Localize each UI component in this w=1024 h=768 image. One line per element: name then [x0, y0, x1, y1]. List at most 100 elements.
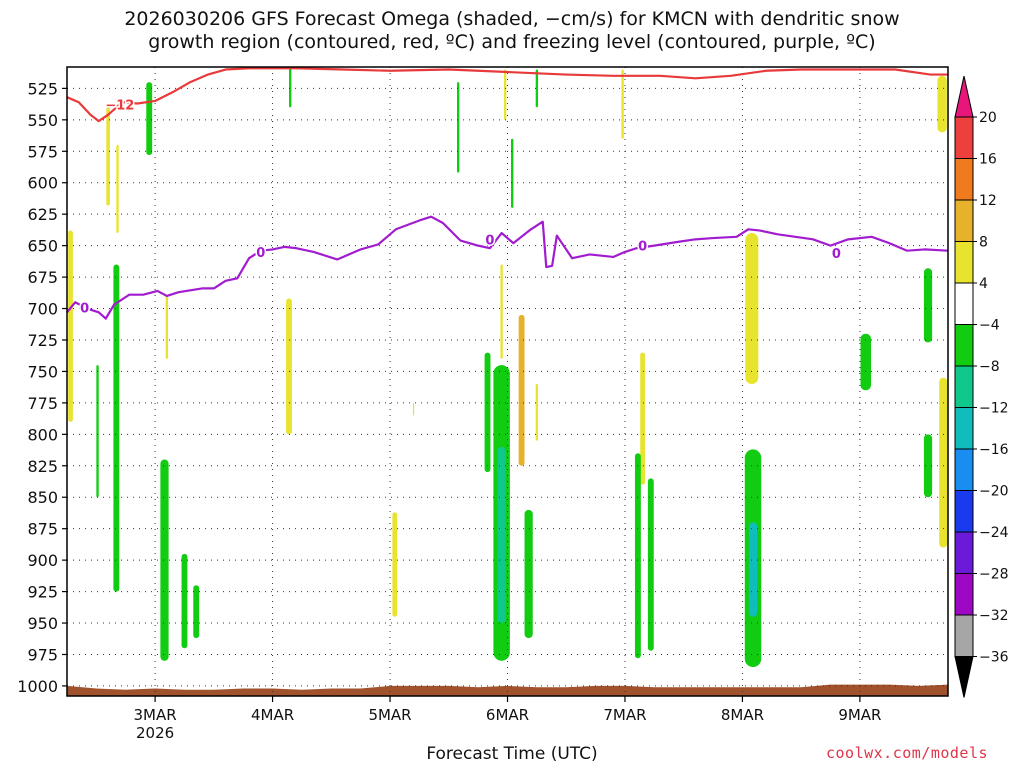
- omega-cell: [116, 144, 119, 234]
- omega-cell: [860, 333, 872, 391]
- dendritic-growth-line: [66, 67, 948, 123]
- omega-cell: [939, 377, 948, 548]
- terrain-band: [67, 684, 948, 696]
- colorbar-segment: [954, 116, 974, 159]
- omega-cell: [535, 69, 539, 108]
- x-tick-label: 4MAR: [251, 706, 294, 724]
- omega-cell: [456, 82, 460, 173]
- omega-cell: [748, 522, 758, 617]
- y-tick-label: 700: [27, 300, 58, 319]
- freezing-level-label: 0: [638, 240, 647, 255]
- colorbar-segment: [954, 448, 974, 491]
- omega-cell: [647, 478, 654, 651]
- colorbar-label: −28: [979, 567, 1009, 583]
- colorbar-label: −4: [979, 318, 1000, 334]
- colorbar-label: 20: [979, 110, 997, 126]
- colorbar-label: −16: [979, 442, 1009, 458]
- colorbar-segment: [954, 365, 974, 408]
- colorbar-label: −8: [979, 359, 1000, 375]
- x-tick-label: 6MAR: [486, 706, 529, 724]
- y-tick-label: 775: [27, 394, 58, 413]
- freezing-level-label: 0: [80, 301, 89, 316]
- omega-cell: [923, 268, 933, 343]
- y-tick-label: 975: [27, 645, 58, 664]
- colorbar-label: −24: [979, 525, 1009, 541]
- chart-subtitle: growth region (contoured, red, ºC) and f…: [148, 31, 876, 53]
- colorbar-segment: [954, 573, 974, 616]
- omega-cell: [535, 384, 539, 441]
- y-tick-label: 625: [27, 205, 58, 224]
- omega-cell: [286, 298, 292, 435]
- x-tick-label: 7MAR: [603, 706, 646, 724]
- colorbar-segment: [954, 324, 974, 367]
- omega-cell: [937, 75, 947, 133]
- y-tick-label: 800: [27, 425, 58, 444]
- y-tick-label: 575: [27, 142, 58, 161]
- y-tick-label: 850: [27, 488, 58, 507]
- omega-cell: [484, 352, 491, 473]
- omega-cell: [412, 402, 415, 416]
- colorbar-segment: [954, 241, 974, 284]
- omega-cell: [621, 69, 624, 139]
- omega-cell: [113, 264, 120, 592]
- colorbar-segment: [954, 158, 974, 201]
- colorbar-top-arrow: [954, 75, 974, 118]
- colorbar-label: −36: [979, 650, 1009, 666]
- colorbar-label: 4: [979, 276, 988, 292]
- y-tick-label: 950: [27, 614, 58, 633]
- colorbar-segment: [954, 199, 974, 242]
- y-tick-label: 675: [27, 268, 58, 287]
- colorbar-segment: [954, 282, 974, 325]
- omega-cell: [392, 512, 398, 617]
- x-tick-label: 3MAR: [134, 706, 177, 724]
- y-tick-label: 925: [27, 583, 58, 602]
- y-tick-label: 750: [27, 362, 58, 381]
- x-tick-label: 5MAR: [368, 706, 411, 724]
- x-axis-label: Forecast Time (UTC): [426, 744, 598, 764]
- credit-link[interactable]: coolwx.com/models: [826, 744, 989, 762]
- x-tick-sublabel: 2026: [136, 724, 174, 742]
- colorbar-segment: [954, 490, 974, 533]
- colorbar-label: 8: [979, 235, 988, 251]
- y-tick-label: 525: [27, 79, 58, 98]
- y-tick-label: 650: [27, 237, 58, 256]
- colorbar-label: −12: [979, 401, 1009, 417]
- omega-cell: [500, 264, 503, 359]
- omega-cell: [193, 585, 200, 639]
- y-tick-label: 825: [27, 457, 58, 476]
- colorbar-segment: [954, 614, 974, 657]
- omega-cell: [497, 446, 506, 624]
- omega-cell: [524, 509, 533, 639]
- omega-cell: [511, 138, 514, 208]
- colorbar-label: 16: [979, 152, 997, 168]
- chart-title: 2026030206 GFS Forecast Omega (shaded, −…: [124, 8, 900, 30]
- omega-cell: [96, 365, 99, 498]
- omega-cell: [289, 67, 292, 108]
- omega-cell: [160, 459, 169, 661]
- x-tick-label: 9MAR: [838, 706, 881, 724]
- omega-cell: [165, 295, 169, 359]
- omega-cell: [518, 314, 525, 466]
- y-tick-label: 725: [27, 331, 58, 350]
- freezing-level-line: [66, 215, 949, 320]
- colorbar-label: 12: [979, 193, 997, 209]
- freezing-level-label: 0: [832, 247, 841, 262]
- y-tick-label: 875: [27, 520, 58, 539]
- colorbar-segment: [954, 531, 974, 574]
- y-tick-label: 1000: [17, 677, 58, 696]
- omega-cell: [146, 82, 153, 156]
- freezing-level-label: 0: [256, 246, 265, 261]
- y-tick-label: 600: [27, 174, 58, 193]
- omega-cell: [106, 107, 110, 206]
- colorbar-label: −20: [979, 484, 1009, 500]
- omega-cell: [503, 69, 507, 120]
- dendritic-growth-label: −12: [105, 99, 134, 114]
- x-tick-label: 8MAR: [721, 706, 764, 724]
- omega-cell: [923, 434, 933, 498]
- y-tick-label: 550: [27, 111, 58, 130]
- omega-cell: [181, 553, 188, 649]
- y-tick-label: 900: [27, 551, 58, 570]
- colorbar-label: −32: [979, 608, 1009, 624]
